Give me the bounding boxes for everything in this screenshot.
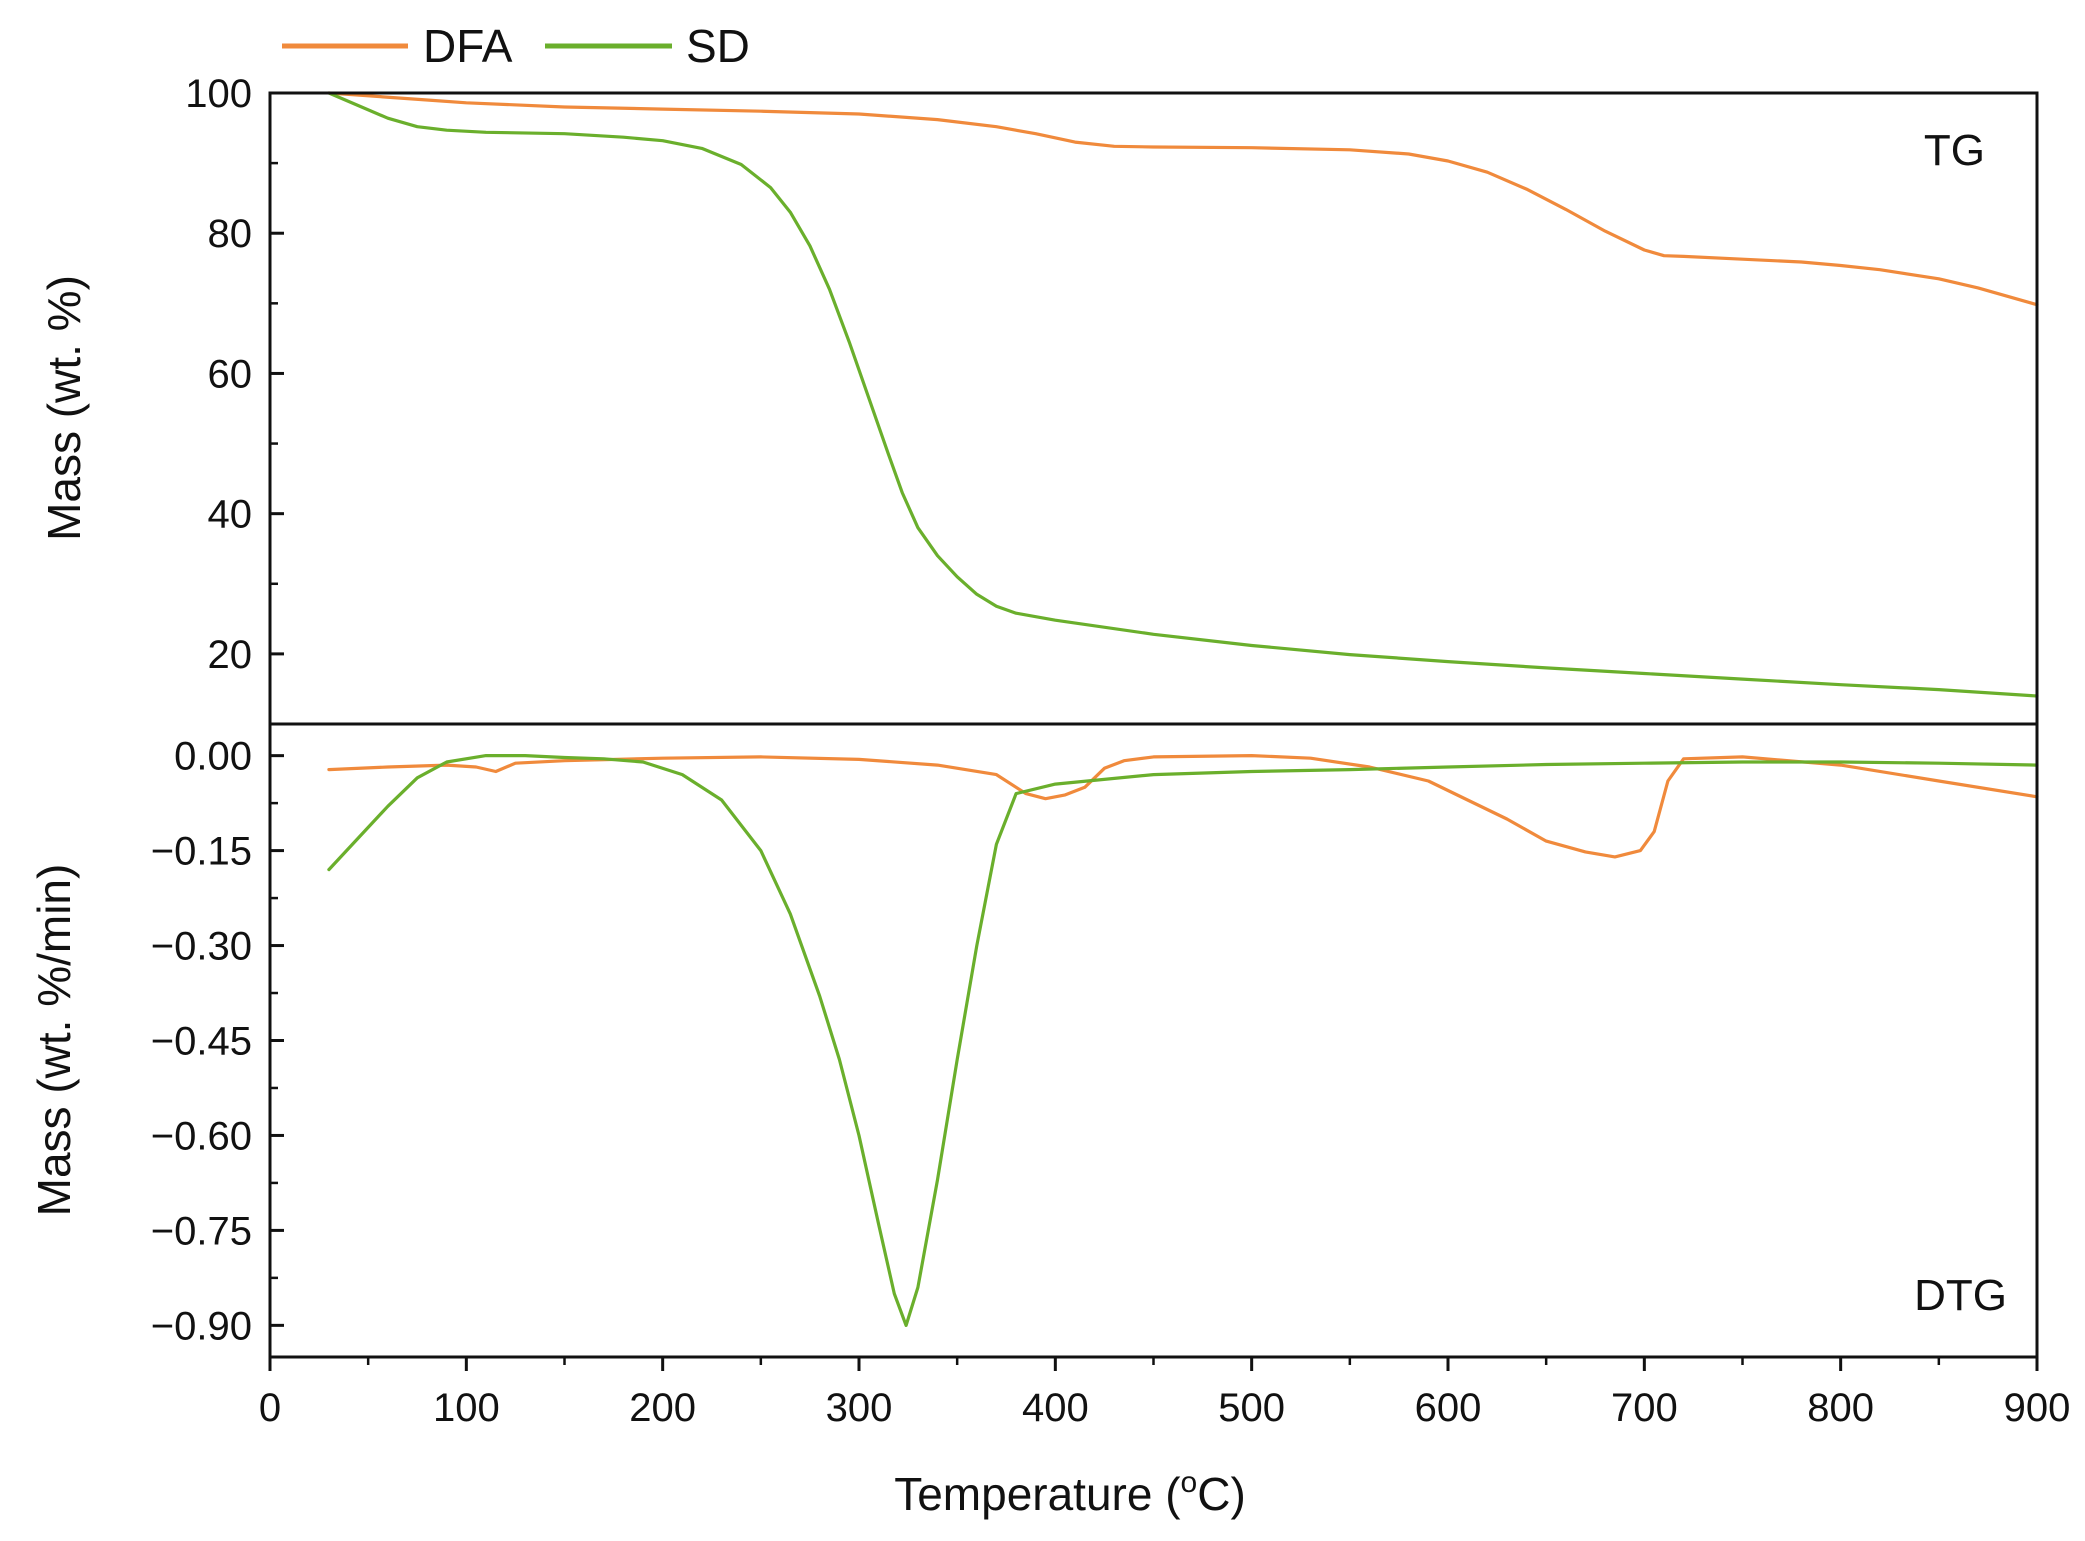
- tg-panel: 20 40 60 80 100 TG Mass (wt. %): [38, 72, 2039, 726]
- x-tick-label: 700: [1611, 1386, 1678, 1430]
- x-axis: 0 100 200 300 400 500 600 700 800 900: [259, 1357, 2071, 1430]
- tg-series-dfa: [327, 91, 2039, 307]
- y-tick-label: 80: [208, 212, 253, 256]
- dtg-series-sd: [327, 754, 2039, 1327]
- y-tick-label: 40: [208, 493, 253, 537]
- x-tick-label: 300: [826, 1386, 893, 1430]
- dtg-panel: 0.00 −0.15 −0.30 −0.45 −0.60 −0.75 −0.90 DTG M…: [28, 722, 2039, 1359]
- y-tick-label: 0.00: [174, 735, 252, 779]
- dtg-y-axis-title: Mass (wt. %/min): [28, 864, 80, 1217]
- y-tick-label: −0.45: [151, 1020, 252, 1064]
- y-tick-label: −0.90: [151, 1304, 252, 1348]
- tg-y-axis-title: Mass (wt. %): [38, 275, 90, 541]
- dtg-panel-label: DTG: [1914, 1271, 2007, 1320]
- y-tick-label: −0.15: [151, 830, 252, 874]
- y-tick-label: −0.75: [151, 1209, 252, 1253]
- tg-panel-label: TG: [1924, 126, 1985, 175]
- tg-series-sd: [327, 91, 2039, 698]
- x-axis-title-unit: C): [1197, 1468, 1246, 1520]
- tg-series-group: [327, 91, 2039, 698]
- x-tick-label: 100: [433, 1386, 500, 1430]
- dtg-y-ticks: 0.00 −0.15 −0.30 −0.45 −0.60 −0.75 −0.90: [151, 735, 284, 1348]
- x-axis-title-degree: o: [1181, 1466, 1198, 1499]
- x-tick-label: 500: [1218, 1386, 1285, 1430]
- dtg-series-group: [327, 754, 2039, 1327]
- legend-label-sd: SD: [686, 20, 750, 72]
- tg-plot-frame: [268, 91, 2039, 726]
- legend: DFA SD: [282, 20, 750, 72]
- y-tick-label: −0.30: [151, 925, 252, 969]
- x-axis-title-main: Temperature (: [894, 1468, 1181, 1520]
- x-tick-label: 400: [1022, 1386, 1089, 1430]
- y-tick-label: 100: [185, 72, 252, 116]
- x-tick-label: 900: [2004, 1386, 2071, 1430]
- x-tick-label: 800: [1807, 1386, 1874, 1430]
- y-tick-label: 60: [208, 352, 253, 396]
- legend-label-dfa: DFA: [423, 20, 513, 72]
- y-tick-label: −0.60: [151, 1114, 252, 1158]
- x-tick-label: 600: [1415, 1386, 1482, 1430]
- dtg-series-dfa: [327, 754, 2039, 859]
- x-axis-title: Temperature (oC): [894, 1466, 1246, 1520]
- x-tick-label: 0: [259, 1386, 281, 1430]
- x-tick-label: 200: [629, 1386, 696, 1430]
- y-tick-label: 20: [208, 633, 253, 677]
- dtg-plot-frame: [268, 722, 2039, 1359]
